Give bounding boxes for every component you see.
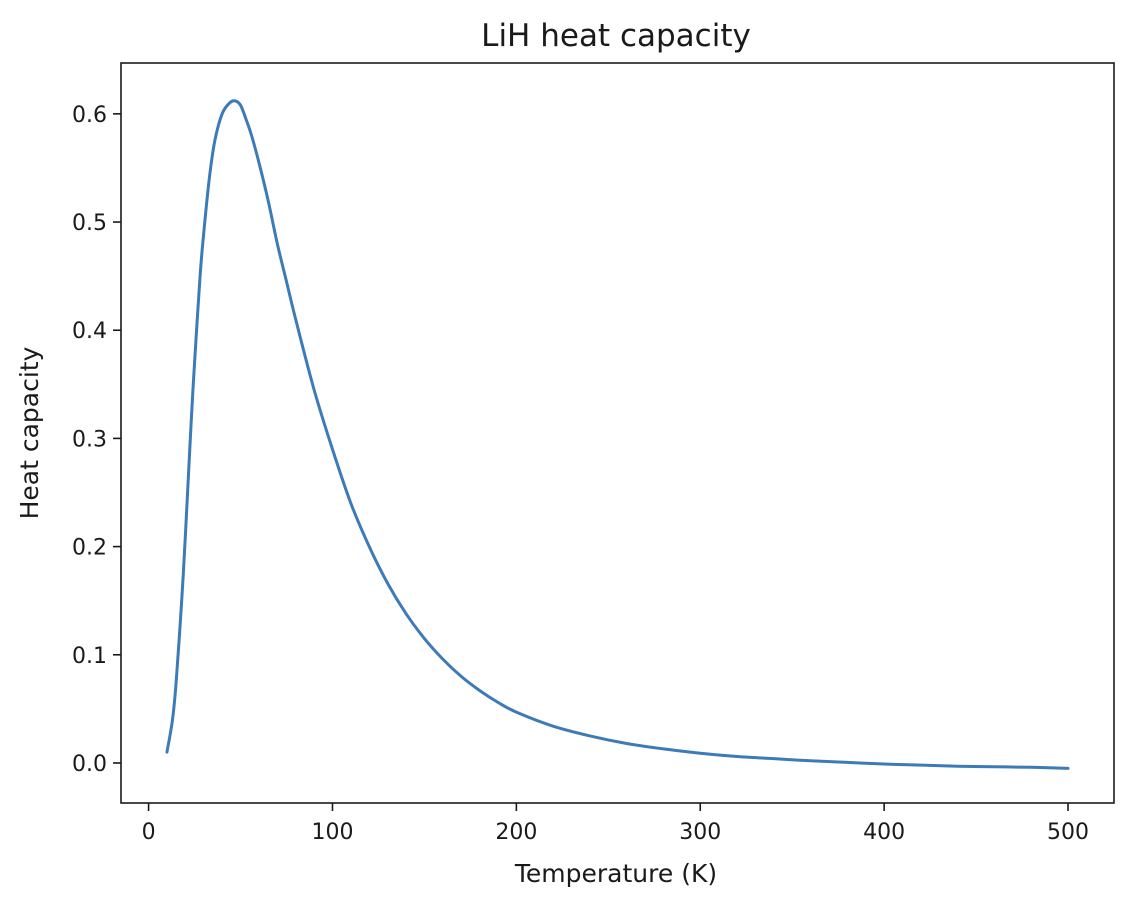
y-axis-ticks: 0.0 0.1 0.2 0.3 0.4 0.5 0.6 <box>72 103 121 777</box>
x-tick-label: 200 <box>495 820 537 845</box>
y-tick-label: 0.6 <box>72 103 107 128</box>
x-axis-ticks: 0 100 200 300 400 500 <box>142 803 1089 845</box>
chart-title: LiH heat capacity <box>481 18 751 54</box>
y-tick-label: 0.4 <box>72 319 107 344</box>
y-tick-label: 0.1 <box>72 644 107 669</box>
x-tick-label: 400 <box>863 820 905 845</box>
heat-capacity-series-line <box>165 99 1070 770</box>
x-axis-label: Temperature (K) <box>514 859 717 888</box>
y-tick-label: 0.5 <box>72 211 107 236</box>
x-tick-label: 300 <box>679 820 721 845</box>
y-axis-label: Heat capacity <box>15 346 44 519</box>
x-tick-label: 0 <box>142 820 156 845</box>
y-tick-label: 0.0 <box>72 752 107 777</box>
plot-area <box>165 99 1070 770</box>
axes-frame <box>120 62 1115 804</box>
y-tick-label: 0.3 <box>72 427 107 452</box>
x-tick-label: 100 <box>311 820 353 845</box>
x-tick-label: 500 <box>1047 820 1089 845</box>
y-tick-label: 0.2 <box>72 536 107 561</box>
